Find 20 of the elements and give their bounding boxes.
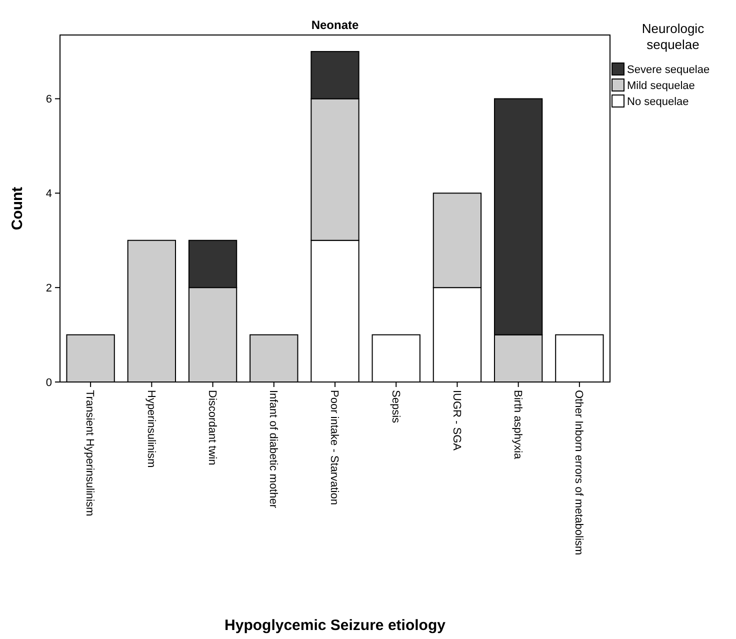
legend-title: Neurologic sequelae — [642, 21, 705, 52]
x-tick-label: Other Inborn errors of metabolism — [572, 390, 585, 556]
y-tick-label: 0 — [46, 376, 52, 389]
x-axis-title: Hypoglycemic Seizure etiology — [224, 617, 446, 634]
x-tick-label: Infant of diabetic mother — [267, 390, 280, 508]
y-axis-title: Count — [9, 186, 26, 230]
x-tick-label: IUGR - SGA — [450, 390, 462, 452]
legend-label: Severe sequelae — [627, 64, 710, 76]
chart-title: Neonate — [311, 18, 359, 32]
y-tick-label: 4 — [46, 188, 52, 200]
x-tick-label: Birth asphyxia — [511, 390, 524, 460]
x-tick-label: Poor intake - Starvation — [328, 390, 340, 505]
x-tick-label: Sepsis — [389, 390, 402, 424]
legend-label: No sequelae — [627, 96, 689, 108]
x-tick-label: Transient Hyperinsulinism — [84, 390, 96, 516]
x-tick-label: Discordant twin — [206, 390, 218, 466]
y-tick-label: 2 — [46, 282, 52, 294]
legend-label: Mild sequelae — [627, 80, 695, 92]
x-tick-label: Hyperinsulinism — [144, 390, 157, 468]
y-tick-label: 6 — [46, 94, 52, 106]
